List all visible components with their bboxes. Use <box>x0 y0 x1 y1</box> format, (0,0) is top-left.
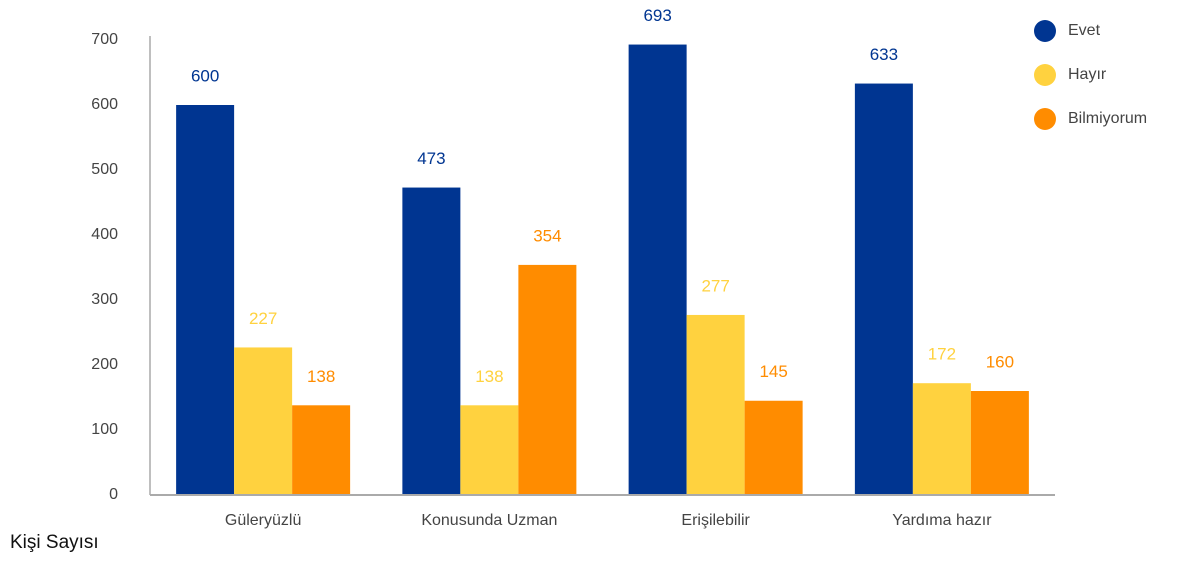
data-label: 138 <box>475 367 503 386</box>
x-tick-label: Yardıma hazır <box>892 512 992 529</box>
data-label: 172 <box>928 345 956 364</box>
y-tick-label: 100 <box>91 421 118 438</box>
x-tick-label: Konusunda Uzman <box>421 512 557 529</box>
x-tick-label: Erişilebilir <box>681 512 750 529</box>
data-label: 277 <box>701 276 729 295</box>
bar <box>518 264 577 495</box>
bar <box>460 405 519 495</box>
y-tick-label: 700 <box>91 31 118 48</box>
bar <box>628 44 687 496</box>
data-label: 145 <box>759 362 787 381</box>
data-label: 138 <box>307 367 335 386</box>
y-tick-label: 600 <box>91 96 118 113</box>
legend-label: Bilmiyorum <box>1068 110 1147 127</box>
x-tick-label: Güleryüzlü <box>225 512 301 529</box>
legend-swatch <box>1034 64 1056 86</box>
data-label: 160 <box>986 352 1014 371</box>
bar <box>686 314 745 495</box>
y-tick-label: 300 <box>91 291 118 308</box>
data-label: 227 <box>249 309 277 328</box>
bar <box>402 187 461 496</box>
y-tick-label: 400 <box>91 226 118 243</box>
data-label: 600 <box>191 66 219 85</box>
bar <box>744 400 803 495</box>
y-tick-label: 0 <box>109 486 118 503</box>
bar <box>234 347 293 495</box>
y-tick-label: 200 <box>91 356 118 373</box>
bar <box>970 391 1029 495</box>
legend-label: Evet <box>1068 22 1101 39</box>
data-label: 354 <box>533 226 561 245</box>
legend-label: Hayır <box>1068 66 1107 83</box>
data-label: 473 <box>417 149 445 168</box>
data-label: 633 <box>870 45 898 64</box>
legend-swatch <box>1034 20 1056 42</box>
y-axis-label: Kişi Sayısı <box>10 532 99 553</box>
data-label: 693 <box>643 6 671 25</box>
bar <box>176 105 235 495</box>
bar <box>912 383 971 495</box>
bar <box>292 405 351 495</box>
legend-swatch <box>1034 108 1056 130</box>
y-tick-label: 500 <box>91 161 118 178</box>
bar <box>854 83 913 496</box>
